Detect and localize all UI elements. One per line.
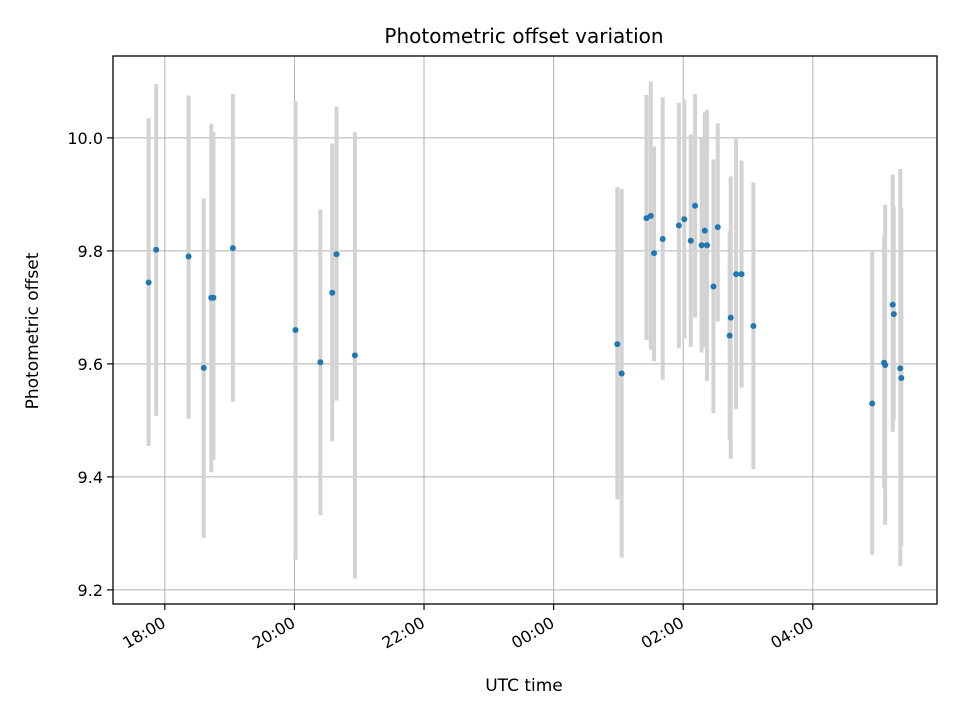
- data-point: [898, 375, 905, 382]
- y-tick-label: 9.2: [78, 581, 103, 600]
- data-point: [675, 222, 682, 229]
- data-point: [727, 314, 734, 321]
- data-point: [869, 400, 876, 407]
- data-point: [687, 237, 694, 244]
- data-point: [185, 253, 192, 260]
- y-tick-label: 10.0: [67, 129, 103, 148]
- data-point: [229, 245, 236, 252]
- data-point: [145, 279, 152, 286]
- data-point: [200, 364, 207, 371]
- data-points: [145, 202, 905, 407]
- data-point: [890, 311, 897, 318]
- data-point: [897, 365, 904, 372]
- data-point: [317, 359, 324, 366]
- data-point: [710, 283, 717, 290]
- data-point: [701, 227, 708, 234]
- data-point: [210, 294, 217, 301]
- data-point: [153, 246, 160, 253]
- plot-area-frame: [112, 55, 938, 605]
- data-point: [750, 323, 757, 330]
- data-point: [333, 251, 340, 258]
- data-point: [647, 212, 654, 219]
- data-point: [651, 250, 658, 257]
- data-point: [292, 327, 299, 333]
- data-point: [714, 224, 721, 231]
- y-axis-label: Photometric offset: [23, 252, 43, 409]
- data-point: [614, 341, 621, 348]
- data-point: [733, 271, 740, 278]
- data-point: [703, 242, 710, 249]
- data-point: [889, 301, 896, 308]
- y-tick-label: 9.4: [78, 468, 103, 487]
- data-point: [698, 242, 705, 249]
- y-axis-ticks: 9.2 9.4 9.6 9.8 10.0: [67, 129, 113, 600]
- data-point: [681, 216, 688, 223]
- data-point: [351, 352, 358, 359]
- data-point: [659, 236, 666, 243]
- data-point: [329, 289, 336, 296]
- data-point: [882, 362, 889, 369]
- y-tick-label: 9.6: [78, 355, 103, 374]
- data-point: [692, 202, 699, 209]
- chart-title: Photometric offset variation: [384, 24, 663, 48]
- y-tick-label: 9.8: [78, 242, 103, 261]
- x-axis-label: UTC time: [485, 676, 563, 696]
- data-point: [726, 332, 733, 339]
- data-point: [618, 370, 625, 377]
- data-point: [738, 271, 745, 278]
